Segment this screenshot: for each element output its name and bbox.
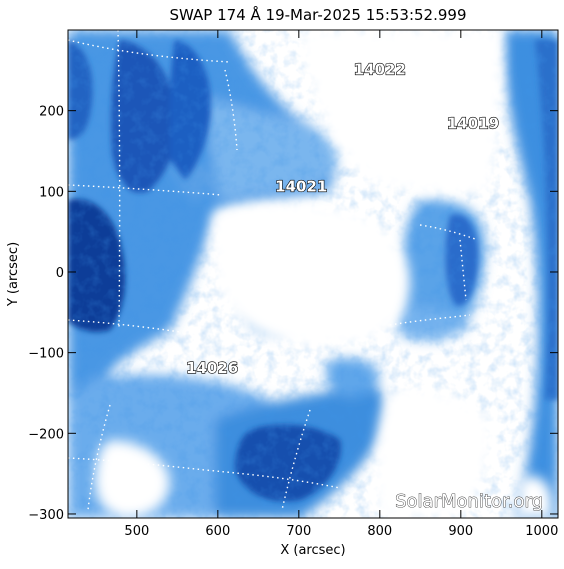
emission-bright-layer (95, 30, 552, 518)
x-tick-label: 1000 (525, 524, 558, 539)
active-region-labels: 14022 14019 14021 14026 (185, 60, 499, 378)
active-region-label-14019: 14019 (447, 114, 499, 132)
active-region-label-14021: 14021 (275, 177, 327, 195)
map-title: SWAP 174 Å 19-Mar-2025 15:53:52.999 (170, 5, 467, 24)
active-region-label-14022: 14022 (354, 60, 406, 78)
active-region-label-14026: 14026 (186, 359, 238, 377)
x-tick-label: 600 (205, 524, 230, 539)
plot-frame (67, 29, 559, 519)
x-tick-label: 900 (448, 524, 473, 539)
y-tick-label: 200 (39, 105, 64, 120)
x-tick-label: 800 (367, 524, 392, 539)
y-tick-label: −200 (28, 427, 64, 442)
x-axis-label: X (arcsec) (280, 543, 345, 558)
solar-image (68, 30, 558, 518)
y-axis: 200 100 0 −100 −200 −300 (28, 105, 558, 523)
y-axis-label: Y (arcsec) (6, 242, 21, 307)
x-axis: 500 600 700 800 900 1000 (124, 30, 558, 539)
y-tick-label: 0 (56, 266, 64, 281)
y-tick-label: −300 (28, 508, 64, 523)
watermark: SolarMonitor.org (395, 491, 543, 512)
y-tick-label: 100 (39, 185, 64, 200)
y-tick-label: −100 (28, 347, 64, 362)
heliographic-grid (68, 30, 479, 511)
x-tick-label: 500 (124, 524, 149, 539)
x-tick-label: 700 (286, 524, 311, 539)
